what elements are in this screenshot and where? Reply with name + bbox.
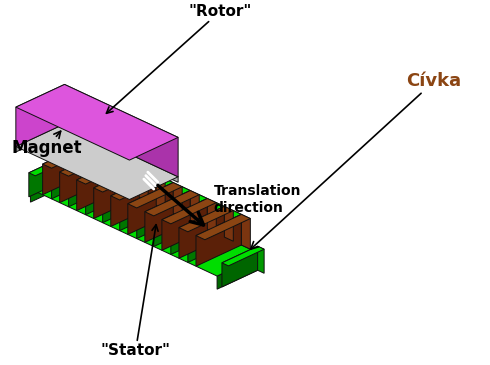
Polygon shape <box>171 203 216 254</box>
Polygon shape <box>148 171 156 205</box>
Polygon shape <box>199 195 207 229</box>
Polygon shape <box>128 182 173 234</box>
Polygon shape <box>16 84 178 160</box>
Polygon shape <box>137 187 190 212</box>
Polygon shape <box>196 214 250 240</box>
Polygon shape <box>86 163 131 215</box>
Polygon shape <box>120 179 173 204</box>
Polygon shape <box>69 155 122 180</box>
Polygon shape <box>171 203 224 228</box>
Polygon shape <box>207 199 216 233</box>
Polygon shape <box>94 167 139 219</box>
Text: Cívka: Cívka <box>251 73 462 249</box>
Text: Magnet: Magnet <box>11 131 82 157</box>
Polygon shape <box>60 151 105 203</box>
Polygon shape <box>216 203 224 237</box>
Polygon shape <box>190 191 199 225</box>
Polygon shape <box>111 175 156 227</box>
Polygon shape <box>29 156 71 176</box>
Polygon shape <box>120 179 165 231</box>
Polygon shape <box>165 179 173 213</box>
Polygon shape <box>145 191 199 216</box>
Polygon shape <box>43 143 97 168</box>
Polygon shape <box>97 147 105 181</box>
Polygon shape <box>145 191 190 242</box>
Polygon shape <box>103 171 148 223</box>
Polygon shape <box>51 147 97 199</box>
Polygon shape <box>65 84 178 177</box>
Polygon shape <box>65 156 71 183</box>
Polygon shape <box>29 156 65 197</box>
Polygon shape <box>179 207 233 232</box>
Polygon shape <box>222 246 258 287</box>
Text: "Rotor": "Rotor" <box>106 4 252 113</box>
Polygon shape <box>188 211 242 235</box>
Polygon shape <box>137 187 182 239</box>
Polygon shape <box>162 199 216 224</box>
Polygon shape <box>51 147 105 172</box>
Polygon shape <box>224 207 233 241</box>
Polygon shape <box>16 124 65 152</box>
Polygon shape <box>139 167 148 201</box>
Polygon shape <box>217 255 263 289</box>
Polygon shape <box>77 159 122 211</box>
Polygon shape <box>88 143 97 178</box>
Polygon shape <box>103 171 156 196</box>
Polygon shape <box>162 199 207 250</box>
Polygon shape <box>222 246 264 266</box>
Polygon shape <box>60 151 114 176</box>
Polygon shape <box>111 175 165 200</box>
Polygon shape <box>16 124 178 200</box>
Polygon shape <box>105 151 114 186</box>
Polygon shape <box>182 187 190 221</box>
Polygon shape <box>128 182 182 208</box>
Polygon shape <box>242 214 250 249</box>
Polygon shape <box>258 246 264 273</box>
Polygon shape <box>154 195 199 246</box>
Polygon shape <box>16 84 65 146</box>
Polygon shape <box>114 155 122 189</box>
Polygon shape <box>77 159 131 184</box>
Polygon shape <box>30 168 76 202</box>
Polygon shape <box>94 167 148 192</box>
Polygon shape <box>154 195 207 220</box>
Text: Translation
direction: Translation direction <box>214 184 301 215</box>
Text: "Stator": "Stator" <box>100 225 171 358</box>
Polygon shape <box>188 211 233 262</box>
Polygon shape <box>179 207 224 258</box>
Polygon shape <box>233 211 242 245</box>
Polygon shape <box>69 155 114 207</box>
Polygon shape <box>122 159 131 193</box>
Polygon shape <box>156 175 165 210</box>
Polygon shape <box>86 163 139 188</box>
Polygon shape <box>131 163 139 197</box>
Polygon shape <box>76 168 263 268</box>
Polygon shape <box>173 182 182 218</box>
Polygon shape <box>30 168 263 276</box>
Polygon shape <box>65 124 178 182</box>
Polygon shape <box>196 214 242 266</box>
Polygon shape <box>43 143 88 195</box>
